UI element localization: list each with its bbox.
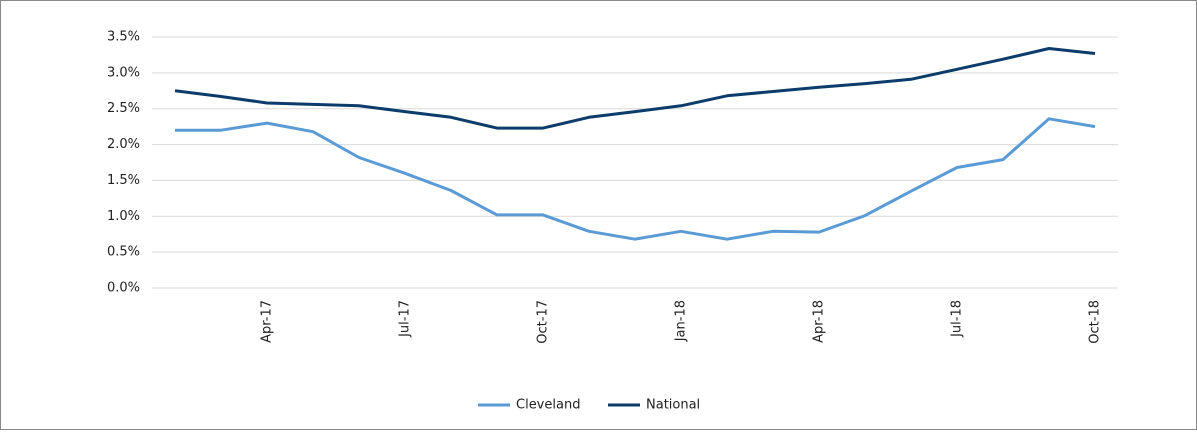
y-tick-label: 2.5% bbox=[107, 101, 140, 116]
series-line bbox=[174, 47, 1096, 130]
y-tick-label: 2.0% bbox=[107, 137, 140, 152]
y-tick-label: 0.0% bbox=[107, 281, 140, 296]
y-tick-label: 1.5% bbox=[107, 173, 140, 188]
x-tick-label: Jan-18 bbox=[674, 300, 689, 342]
y-tick-label: 1.0% bbox=[107, 209, 140, 224]
x-tick-label: Oct-18 bbox=[1088, 300, 1103, 344]
x-tick-label: Jul-18 bbox=[950, 300, 965, 338]
series-line bbox=[175, 117, 1096, 241]
x-tick-label: Oct-17 bbox=[536, 300, 551, 344]
y-tick-label: 0.5% bbox=[107, 245, 140, 260]
y-tick-label: 3.0% bbox=[107, 65, 140, 80]
x-tick-label: Jul-17 bbox=[398, 300, 413, 338]
legend-label: Cleveland bbox=[516, 398, 580, 413]
y-tick-label: 3.5% bbox=[107, 30, 140, 45]
legend-label: National bbox=[646, 398, 700, 413]
x-tick-label: Apr-17 bbox=[260, 300, 275, 343]
x-tick-label: Apr-18 bbox=[812, 300, 827, 343]
